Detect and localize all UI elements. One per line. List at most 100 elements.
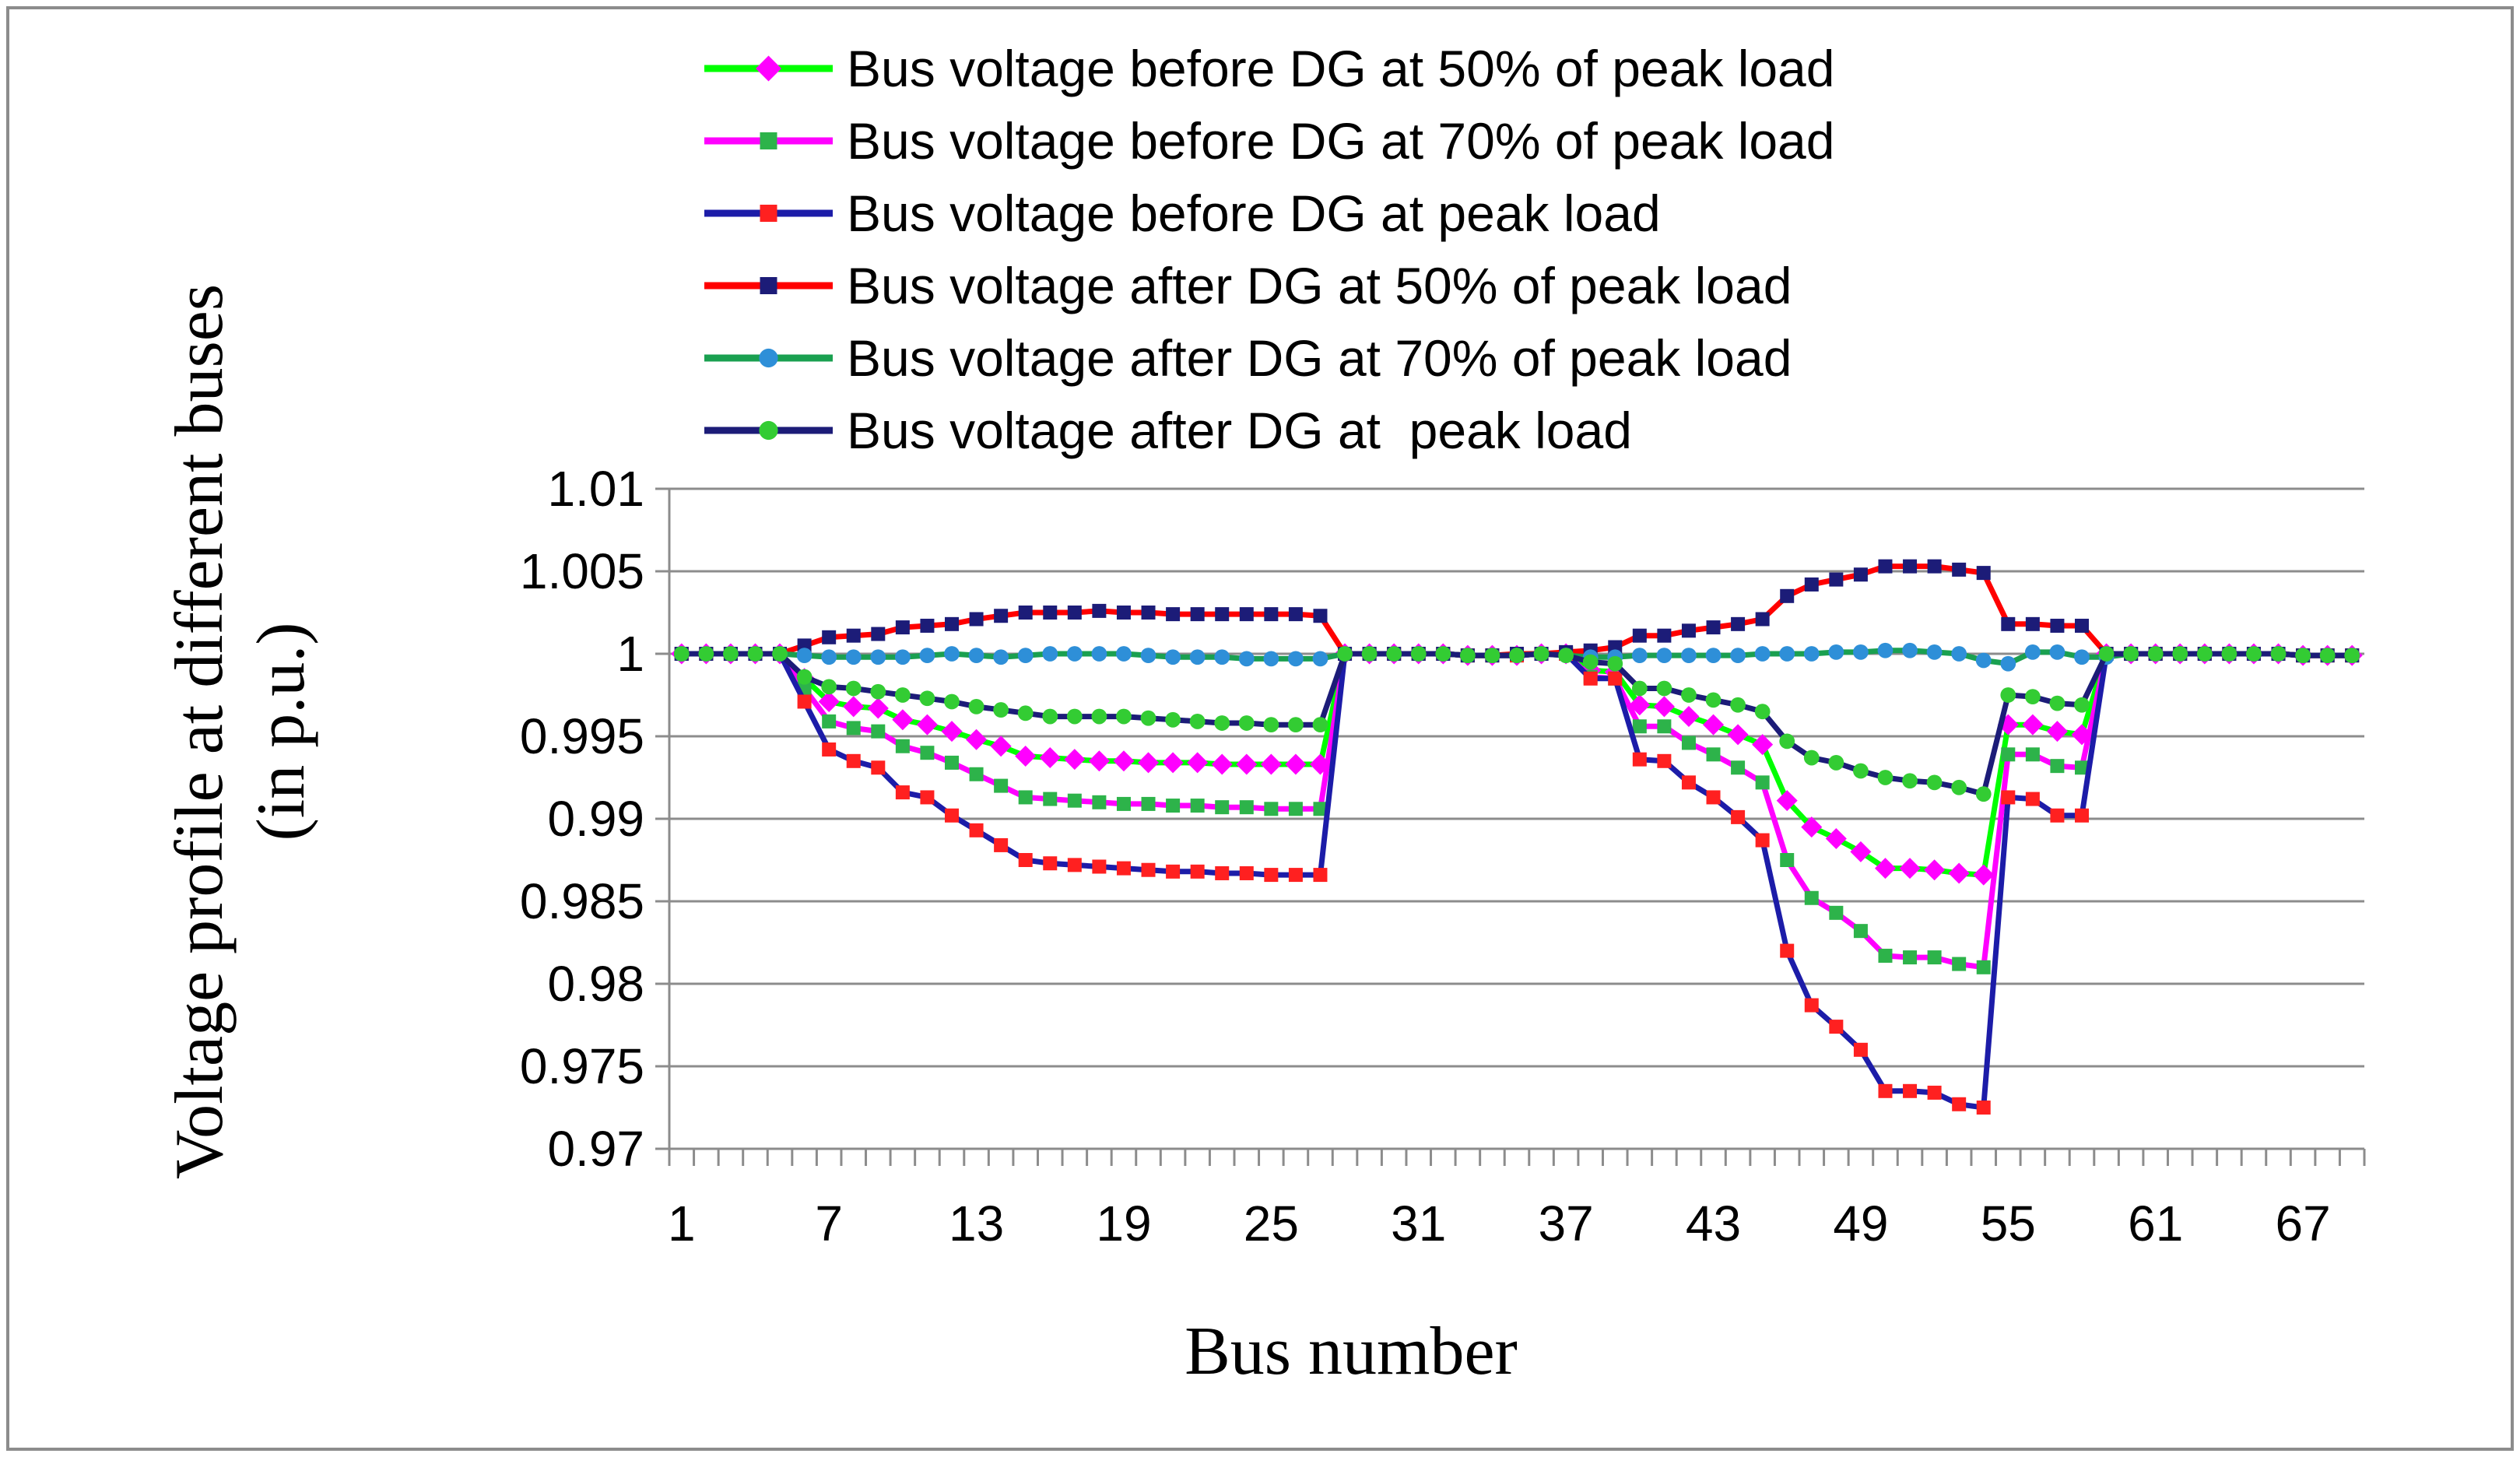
data-point — [1141, 862, 1156, 877]
legend-item-5: Bus voltage after DG at 70% of peak load — [704, 329, 1792, 387]
x-tick-label: 67 — [2275, 1195, 2330, 1252]
data-point — [821, 679, 837, 695]
data-point — [1067, 606, 1082, 620]
series-lines — [671, 559, 2363, 1115]
data-point — [945, 755, 959, 770]
data-point — [920, 746, 935, 760]
data-point — [944, 646, 960, 662]
data-point — [1092, 795, 1107, 809]
data-point — [1754, 646, 1771, 662]
legend-marker — [760, 205, 777, 222]
legend-marker — [759, 348, 778, 368]
data-point — [1877, 642, 1894, 658]
data-point — [1190, 607, 1205, 622]
data-point — [993, 702, 1009, 718]
data-point — [772, 646, 788, 662]
y-tick-label: 0.99 — [547, 791, 644, 847]
data-point — [2022, 714, 2044, 736]
data-point — [1653, 696, 1675, 718]
data-point — [1803, 750, 1820, 766]
x-tick-label: 55 — [1981, 1195, 2036, 1252]
x-tick-label: 61 — [2128, 1195, 2183, 1252]
data-point — [1215, 865, 1230, 880]
data-point — [1214, 715, 1230, 731]
data-point — [1951, 646, 1967, 662]
series-line — [681, 563, 2353, 658]
data-point — [1899, 858, 1921, 879]
legend-item-1: Bus voltage before DG at 50% of peak loa… — [704, 40, 1834, 97]
data-point — [1804, 577, 1819, 592]
data-point — [919, 690, 935, 707]
data-point — [2001, 747, 2016, 762]
data-point — [1042, 646, 1058, 662]
data-point — [945, 616, 959, 631]
data-point — [1755, 775, 1770, 790]
x-tick-label: 13 — [949, 1195, 1004, 1252]
x-tick-label: 49 — [1833, 1195, 1888, 1252]
data-point — [1361, 646, 1378, 662]
data-point — [2172, 646, 2188, 662]
data-point — [871, 760, 886, 775]
data-point — [1657, 753, 1672, 768]
data-point — [845, 649, 862, 665]
data-point — [1039, 747, 1061, 769]
y-tick-label: 1.005 — [520, 543, 644, 599]
y-tick-label: 0.98 — [547, 956, 644, 1012]
data-point — [1776, 790, 1798, 812]
data-point — [2049, 695, 2065, 711]
data-point — [1238, 651, 1255, 667]
data-point — [1681, 775, 1696, 790]
data-point — [968, 698, 984, 714]
data-point — [1927, 559, 1942, 574]
data-point — [944, 693, 960, 710]
data-point — [941, 721, 963, 743]
data-point — [1850, 841, 1872, 862]
data-point — [1780, 588, 1795, 603]
data-point — [2074, 697, 2090, 713]
data-point — [895, 620, 910, 635]
data-point — [1189, 714, 1206, 729]
data-point — [895, 739, 910, 753]
data-point — [1803, 646, 1820, 662]
data-point — [1288, 802, 1303, 816]
data-point — [1091, 708, 1107, 725]
data-point — [1829, 1020, 1844, 1034]
data-point — [1239, 800, 1254, 815]
data-point — [1681, 648, 1697, 664]
data-point — [1313, 609, 1328, 623]
data-point — [990, 736, 1012, 757]
data-point — [1239, 607, 1254, 622]
data-point — [894, 649, 911, 665]
legend-item-4: Bus voltage after DG at 50% of peak load — [704, 257, 1792, 314]
data-point — [1973, 864, 1995, 886]
legend: Bus voltage before DG at 50% of peak loa… — [704, 40, 1834, 459]
data-point — [1113, 750, 1135, 772]
data-point — [1264, 868, 1279, 883]
data-point — [1853, 924, 1868, 939]
data-point — [1975, 786, 1992, 802]
data-point — [1264, 802, 1279, 816]
data-point — [1288, 717, 1304, 733]
data-point — [1730, 648, 1746, 664]
data-point — [1236, 753, 1258, 775]
data-point — [1926, 774, 1943, 791]
data-point — [1657, 719, 1672, 734]
legend-marker — [760, 277, 777, 294]
legend-item-6: Bus voltage after DG at peak load — [704, 402, 1632, 459]
data-point — [2098, 646, 2115, 662]
y-tick-label: 0.985 — [520, 873, 644, 929]
legend-marker — [759, 420, 778, 441]
data-point — [1092, 603, 1107, 618]
data-point — [1190, 799, 1205, 813]
data-point — [1631, 680, 1648, 697]
data-point — [1877, 770, 1894, 785]
data-point — [1313, 868, 1328, 883]
x-tick-label: 19 — [1096, 1195, 1151, 1252]
data-point — [1874, 858, 1896, 879]
data-point — [1484, 648, 1500, 664]
data-point — [2075, 760, 2089, 775]
data-point — [1631, 648, 1648, 664]
data-point — [1801, 816, 1823, 838]
data-point — [1705, 648, 1722, 664]
data-point — [920, 618, 935, 633]
